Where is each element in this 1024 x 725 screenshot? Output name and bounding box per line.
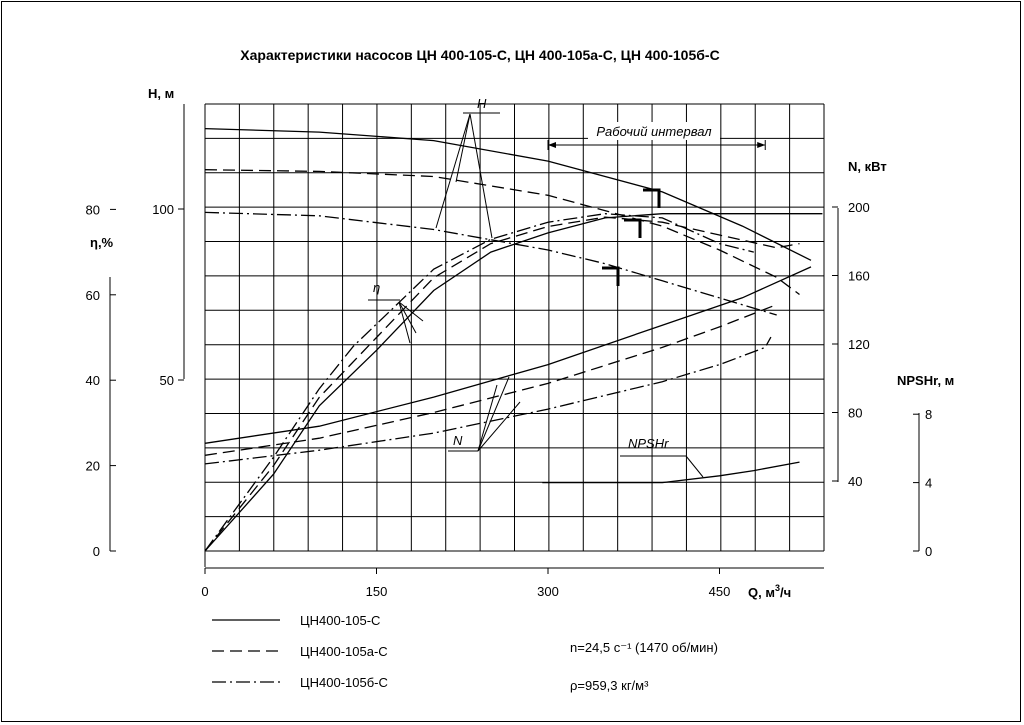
legend-label: ЦН400-105а-С [300, 644, 388, 659]
operating-interval-arrow-left [548, 142, 556, 148]
eta-tick-label: 0 [93, 544, 100, 559]
npsh-callout-line [685, 455, 704, 478]
bep-marker [602, 266, 620, 286]
eta-tick-label: 60 [86, 288, 100, 303]
x-tick-label: 150 [366, 584, 388, 599]
n-callout-1 [477, 384, 498, 452]
n-tick-label: 120 [848, 337, 870, 352]
eta-curve-0 [204, 213, 823, 552]
eta-curve-label: η [373, 280, 380, 295]
q-axis-label-text: Q, м [748, 585, 775, 600]
x-tick-label: 300 [537, 584, 559, 599]
eta-curve-2 [204, 213, 754, 552]
npsh-axis-label: NPSHr, м [897, 373, 954, 388]
n-axis-label: N, кВт [848, 159, 887, 174]
eta-tick-label: 40 [86, 373, 100, 388]
n-curve-1 [204, 303, 777, 456]
chart-title: Характеристики насосов ЦН 400-105-С, ЦН … [240, 47, 719, 63]
n-callout-3 [477, 401, 521, 452]
h-curve-label: H [477, 96, 487, 111]
npsh-curve-0 [542, 461, 800, 484]
h-tick-label: 50 [160, 373, 174, 388]
n-tick-label: 160 [848, 269, 870, 284]
note-speed: n=24,5 с⁻¹ (1470 об/мин) [570, 640, 718, 655]
x-tick-label: 0 [201, 584, 208, 599]
note-density: ρ=959,3 кг/м³ [570, 678, 649, 693]
operating-interval: Рабочий интервал [547, 122, 766, 286]
chart-grid [204, 103, 825, 552]
eta-callout-1 [398, 301, 411, 344]
legend-label: ЦН400-105-С [300, 613, 380, 628]
curve-callouts: H η N NPSHr [368, 96, 704, 478]
axes [109, 104, 920, 574]
eta-callout-3 [398, 301, 424, 322]
h-callout-1 [435, 113, 471, 229]
n-tick-label: 40 [848, 474, 862, 489]
legend-label: ЦН400-105б-С [300, 675, 388, 690]
h-callout-3 [469, 113, 493, 239]
tick-labels: 0 150 300 450 50 100 0 20 40 60 80 40 80 120 160 200 0 4 8 [86, 200, 933, 599]
eta-callout-2 [398, 301, 417, 334]
n-curve-2 [204, 336, 772, 465]
h-axis-label: H, м [148, 86, 174, 101]
h-curve-0 [204, 127, 812, 261]
n-tick-label: 80 [848, 406, 862, 421]
h-callout-2 [455, 113, 471, 183]
q-axis-label-tail: /ч [780, 585, 791, 600]
npsh-tick-label: 8 [925, 407, 932, 422]
npsh-tick-label: 4 [925, 476, 932, 491]
operating-interval-label-bg [588, 122, 720, 140]
eta-tick-label: 80 [86, 202, 100, 217]
bep-marker [624, 218, 642, 238]
bep-marker [643, 188, 661, 208]
n-curve-label: N [453, 433, 463, 448]
q-axis-label: Q, м3/ч [748, 583, 791, 600]
npsh-curve-label: NPSHr [628, 436, 669, 451]
h-curve-1 [204, 169, 800, 296]
n-curve-0 [204, 266, 812, 444]
curves [204, 127, 823, 552]
n-tick-label: 200 [848, 200, 870, 215]
legend: ЦН400-105-С ЦН400-105а-С ЦН400-105б-С [212, 613, 388, 690]
h-tick-label: 100 [152, 202, 174, 217]
operating-interval-arrow-right [757, 142, 766, 148]
eta-axis-label: η,% [90, 235, 114, 250]
n-callout-2 [477, 376, 510, 452]
npsh-tick-label: 0 [925, 544, 932, 559]
h-curve-2 [204, 211, 777, 316]
eta-curve-1 [204, 216, 800, 552]
q-axis-label-sup: 3 [775, 583, 780, 593]
eta-tick-label: 20 [86, 459, 100, 474]
operating-interval-label: Рабочий интервал [596, 124, 712, 139]
x-tick-label: 450 [709, 584, 731, 599]
